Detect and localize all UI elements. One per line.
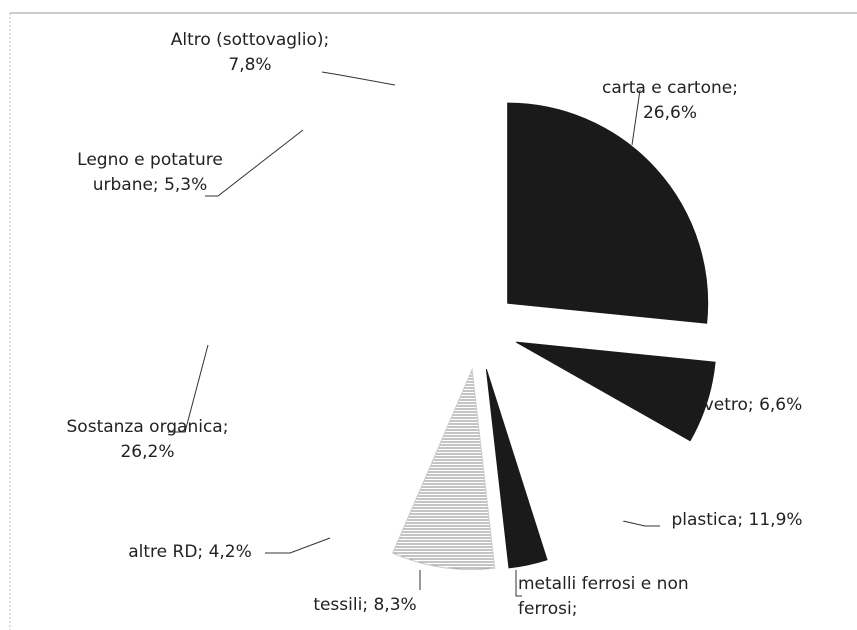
value-label: 11,9% [748,510,803,530]
category-name: Altro (sottovaglio); [170,30,330,50]
value-label: 8,3% [373,595,417,615]
slice-label: Altro (sottovaglio); 7,8% [170,28,330,78]
value-label: 5,3% [164,175,208,195]
pie-slice [515,341,716,442]
value-label: 26,2% [120,442,175,462]
category-name: Legno e potature urbane; [77,150,223,195]
value-label: 26,6% [642,103,697,123]
slice-label: altre RD; 4,2% [110,540,270,565]
category-name: vetro; [703,395,754,415]
value-label: 4,2% [208,542,252,562]
category-name: tessili; [313,595,369,615]
category-name: Sostanza organica; [66,417,229,437]
slice-label: carta e cartone; 26,6% [580,76,760,126]
leader-lines [168,71,660,597]
pie-slice [374,91,469,292]
pie-slice [332,364,458,548]
pie-slice [507,102,709,324]
slice-label: vetro; 6,6% [688,393,818,418]
slice-label: tessili; 8,3% [300,593,430,618]
pie-slice [485,368,548,569]
category-name: metalli ferrosi e non ferrosi; [518,574,689,619]
value-label: 7,8% [228,55,272,75]
pie-slice [306,121,454,299]
value-label: 6,6% [759,395,803,415]
pie-slice [238,197,439,490]
slice-label: metalli ferrosi e non ferrosi; [518,572,718,622]
slice-label: plastica; 11,9% [662,508,812,533]
category-name: carta e cartone; [602,78,738,98]
pie-slice [503,361,678,552]
slice-label: Legno e potature urbane; 5,3% [70,148,230,198]
category-name: altre RD; [128,542,204,562]
pie-slice [392,367,496,571]
category-name: plastica; [671,510,744,530]
slice-label: Sostanza organica; 26,2% [55,415,240,465]
